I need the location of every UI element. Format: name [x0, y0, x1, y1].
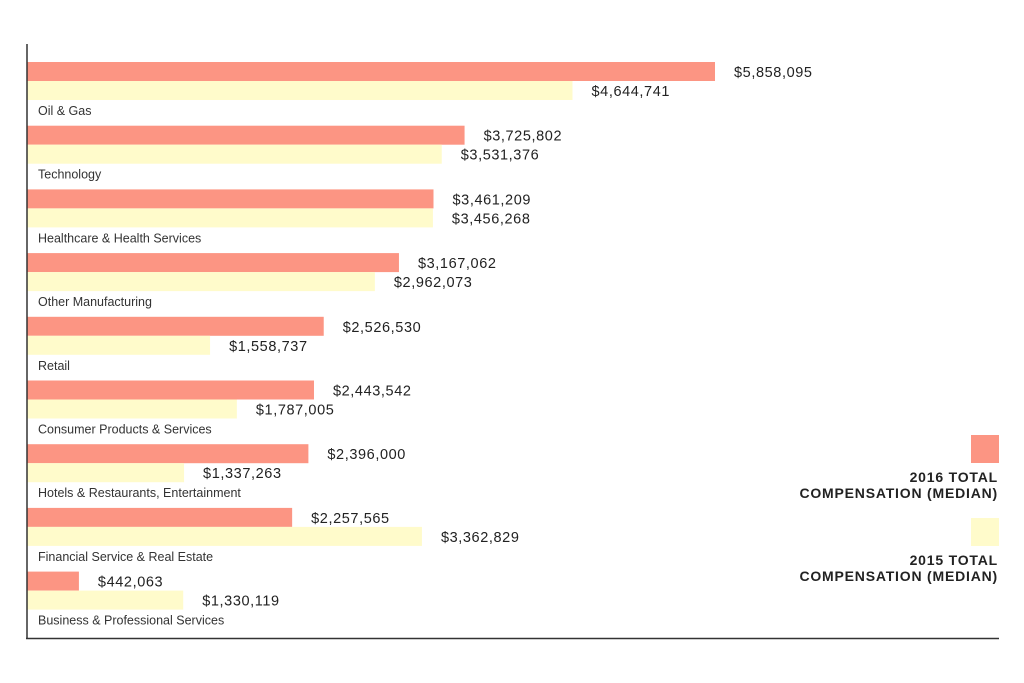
- category-label-3: Other Manufacturing: [38, 295, 152, 309]
- data-label-2015-3: $2,962,073: [394, 275, 473, 291]
- category-label-1: Technology: [38, 168, 102, 182]
- category-label-0: Oil & Gas: [38, 104, 92, 118]
- data-label-2016-6: $2,396,000: [327, 447, 406, 463]
- category-label-5: Consumer Products & Services: [38, 423, 212, 437]
- data-label-2015-5: $1,787,005: [256, 403, 335, 419]
- data-label-2016-1: $3,725,802: [484, 129, 563, 145]
- legend-label-2015-line1: 2015 TOTAL: [909, 552, 998, 568]
- legend-label-2016-line1: 2016 TOTAL: [909, 469, 998, 485]
- data-label-2015-6: $1,337,263: [203, 466, 282, 482]
- bar-2016-3: [27, 253, 399, 273]
- legend-label-2015: 2015 TOTAL COMPENSATION (MEDIAN): [799, 552, 998, 584]
- bar-2015-8: [27, 590, 184, 610]
- category-label-4: Retail: [38, 359, 70, 373]
- data-label-2016-4: $2,526,530: [343, 320, 422, 336]
- data-label-2015-4: $1,558,737: [229, 339, 308, 355]
- legend-label-2015-line2: COMPENSATION (MEDIAN): [799, 568, 998, 584]
- legend-label-2016-line2: COMPENSATION (MEDIAN): [799, 485, 998, 501]
- category-label-7: Financial Service & Real Estate: [38, 550, 213, 564]
- bar-2015-6: [27, 463, 185, 483]
- bar-2015-1: [27, 144, 442, 164]
- data-label-2016-5: $2,443,542: [333, 384, 412, 400]
- bar-2015-3: [27, 272, 375, 292]
- legend-swatch-2016: [971, 435, 999, 463]
- legend-swatch-2015: [971, 518, 999, 546]
- bar-2015-2: [27, 208, 433, 228]
- bar-2016-5: [27, 380, 314, 400]
- bar-2015-7: [27, 526, 422, 546]
- data-label-2016-8: $442,063: [98, 575, 163, 591]
- category-label-2: Healthcare & Health Services: [38, 231, 201, 245]
- bar-2016-7: [27, 507, 293, 527]
- data-label-2015-0: $4,644,741: [591, 84, 670, 100]
- data-label-2015-2: $3,456,268: [452, 211, 531, 227]
- bar-2015-5: [27, 399, 237, 419]
- bar-2016-6: [27, 444, 309, 464]
- bar-2016-4: [27, 316, 324, 336]
- bar-2015-4: [27, 335, 211, 355]
- category-label-8: Business & Professional Services: [38, 614, 224, 628]
- data-label-2016-7: $2,257,565: [311, 511, 390, 527]
- bar-2015-0: [27, 81, 573, 100]
- data-label-2016-0: $5,858,095: [734, 65, 813, 81]
- data-label-2015-1: $3,531,376: [461, 148, 540, 164]
- data-label-2016-3: $3,167,062: [418, 256, 497, 272]
- category-label-6: Hotels & Restaurants, Entertainment: [38, 486, 241, 500]
- data-label-2016-2: $3,461,209: [452, 192, 531, 208]
- bars-group: $5,858,095 $4,644,741 Oil & Gas $3,725,802 $…: [27, 62, 813, 628]
- bar-2016-2: [27, 189, 434, 209]
- data-label-2015-8: $1,330,119: [202, 594, 279, 610]
- bar-2016-8: [27, 571, 79, 591]
- legend-label-2016: 2016 TOTAL COMPENSATION (MEDIAN): [799, 469, 998, 501]
- data-label-2015-7: $3,362,829: [441, 530, 520, 546]
- bar-2016-0: [27, 62, 715, 81]
- bar-2016-1: [27, 125, 465, 145]
